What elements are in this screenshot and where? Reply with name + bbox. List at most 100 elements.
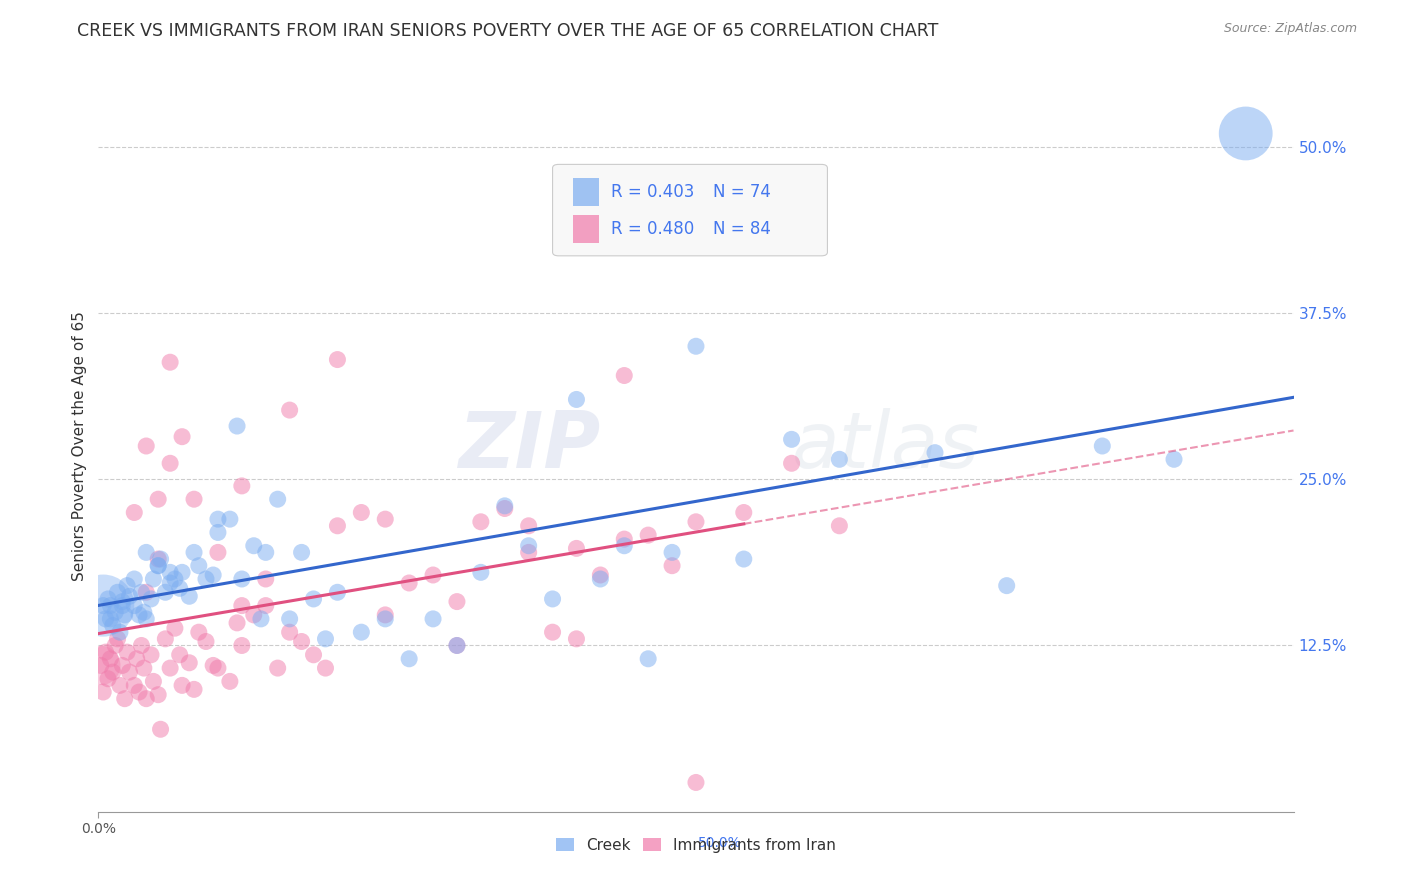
Point	[131, 585, 153, 599]
Point	[169, 648, 191, 662]
Point	[163, 572, 186, 586]
Point	[98, 599, 122, 613]
Point	[183, 545, 205, 559]
Point	[243, 539, 266, 553]
Point	[195, 634, 218, 648]
Point	[139, 591, 162, 606]
Point	[149, 552, 172, 566]
Point	[155, 585, 177, 599]
Point	[101, 618, 124, 632]
Point	[187, 558, 209, 573]
Point	[94, 645, 117, 659]
Point	[118, 665, 141, 679]
Point	[111, 599, 134, 613]
Point	[315, 632, 337, 646]
Point	[517, 545, 540, 559]
Point	[517, 539, 540, 553]
Point	[350, 625, 373, 640]
Point	[828, 518, 851, 533]
Point	[91, 599, 114, 613]
Point	[565, 392, 588, 407]
Point	[135, 585, 157, 599]
Point	[202, 568, 225, 582]
Point	[124, 678, 146, 692]
Point	[135, 612, 157, 626]
Point	[374, 612, 396, 626]
Point	[107, 585, 129, 599]
Point	[115, 579, 138, 593]
Point	[111, 658, 134, 673]
Point	[91, 685, 114, 699]
Point	[231, 639, 253, 653]
Text: Source: ZipAtlas.com: Source: ZipAtlas.com	[1223, 22, 1357, 36]
Point	[398, 652, 420, 666]
Point	[267, 492, 290, 507]
Point	[637, 652, 659, 666]
Point	[685, 339, 707, 353]
Point	[172, 430, 194, 444]
Point	[374, 607, 396, 622]
Legend: Creek, Immigrants from Iran: Creek, Immigrants from Iran	[550, 831, 842, 859]
Point	[589, 568, 612, 582]
Point	[159, 576, 181, 591]
Point	[90, 658, 112, 673]
Point	[159, 661, 181, 675]
Y-axis label: Seniors Poverty Over the Age of 65: Seniors Poverty Over the Age of 65	[72, 311, 87, 581]
Point	[565, 632, 588, 646]
Point	[422, 612, 444, 626]
Point	[159, 456, 181, 470]
Point	[91, 599, 114, 613]
Point	[179, 656, 201, 670]
Point	[98, 652, 122, 666]
Text: CREEK VS IMMIGRANTS FROM IRAN SENIORS POVERTY OVER THE AGE OF 65 CORRELATION CHA: CREEK VS IMMIGRANTS FROM IRAN SENIORS PO…	[77, 22, 939, 40]
Point	[517, 518, 540, 533]
Point	[125, 652, 148, 666]
Point	[661, 545, 683, 559]
Point	[494, 501, 516, 516]
Point	[94, 612, 117, 626]
Point	[108, 678, 131, 692]
Point	[114, 607, 136, 622]
Point	[541, 591, 564, 606]
Point	[541, 625, 564, 640]
Point	[90, 658, 112, 673]
FancyBboxPatch shape	[572, 215, 599, 243]
Point	[159, 355, 181, 369]
Point	[142, 674, 165, 689]
Point	[97, 591, 120, 606]
Point	[97, 672, 120, 686]
Point	[685, 775, 707, 789]
Point	[231, 599, 253, 613]
Point	[350, 506, 373, 520]
Point	[733, 506, 755, 520]
Text: ZIP: ZIP	[458, 408, 600, 484]
Point	[207, 661, 229, 675]
Point	[254, 572, 277, 586]
Point	[148, 558, 170, 573]
Point	[124, 599, 146, 613]
Point	[148, 552, 170, 566]
Point	[172, 566, 194, 580]
Point	[142, 572, 165, 586]
Point	[148, 688, 170, 702]
Point	[398, 576, 420, 591]
Point	[1091, 439, 1114, 453]
Point	[291, 634, 314, 648]
Point	[111, 594, 134, 608]
Point	[565, 541, 588, 556]
FancyBboxPatch shape	[553, 164, 827, 256]
Point	[135, 691, 157, 706]
Point	[637, 528, 659, 542]
Point	[139, 648, 162, 662]
Point	[254, 545, 277, 559]
Point	[470, 566, 492, 580]
Point	[124, 572, 146, 586]
Text: R = 0.480: R = 0.480	[612, 219, 695, 237]
Point	[291, 545, 314, 559]
Point	[101, 665, 124, 679]
Point	[302, 591, 325, 606]
Point	[828, 452, 851, 467]
Point	[995, 579, 1018, 593]
Text: N = 84: N = 84	[713, 219, 770, 237]
Point	[243, 607, 266, 622]
